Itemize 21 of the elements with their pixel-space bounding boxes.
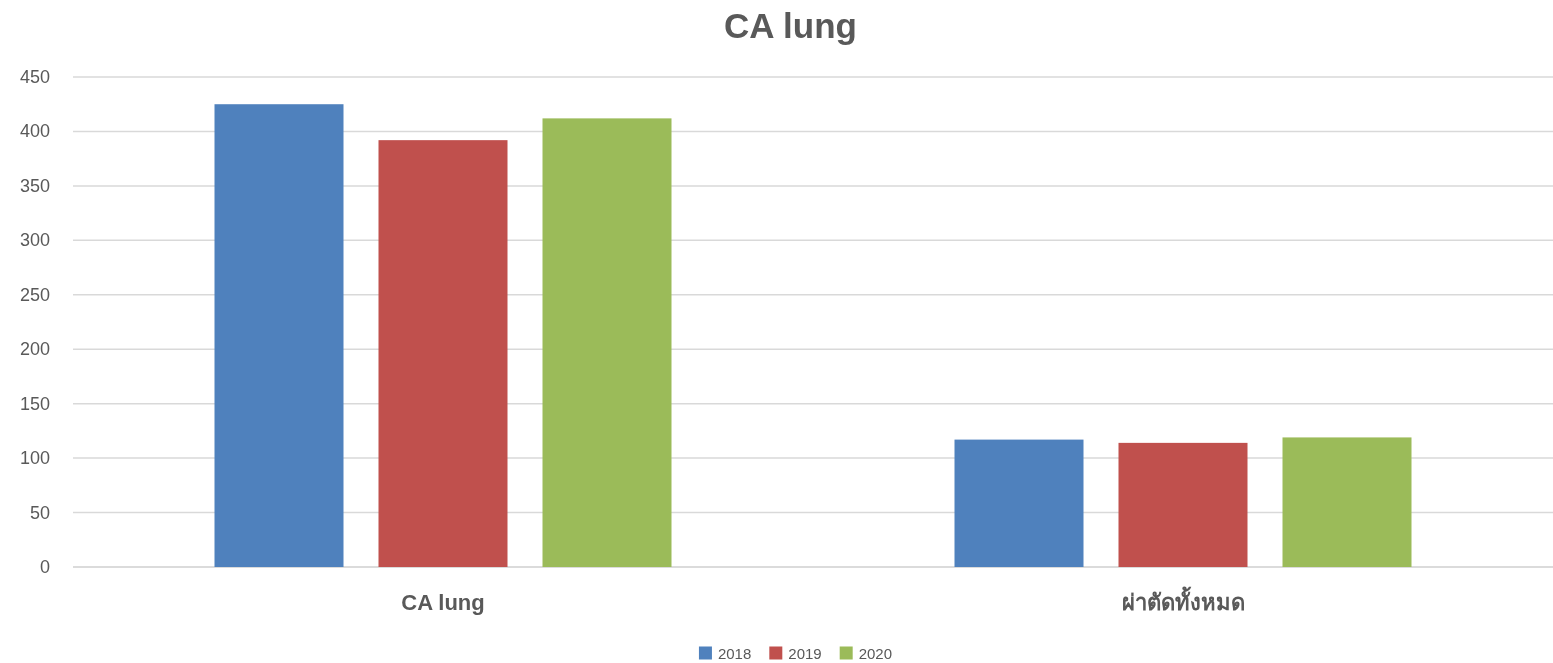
bar (1118, 442, 1248, 567)
chart-title: CA lung (724, 6, 857, 45)
bar (214, 104, 344, 567)
y-tick-label: 400 (19, 121, 50, 142)
legend-label: 2020 (858, 644, 893, 662)
bar (954, 439, 1084, 567)
y-tick-label: 450 (19, 67, 50, 87)
legend-label: 2018 (717, 644, 752, 662)
y-tick-label: 200 (19, 339, 50, 360)
y-tick-label: 250 (19, 284, 50, 305)
bar (542, 118, 672, 567)
y-tick-label: 50 (29, 502, 50, 523)
bar (1282, 437, 1412, 567)
x-tick-label: ผ่าตัดทั้งหมด (1121, 586, 1245, 615)
y-tick-label: 300 (19, 230, 50, 251)
y-tick-label: 150 (19, 393, 50, 414)
bar (378, 140, 508, 567)
legend-label: 2019 (788, 644, 822, 662)
y-tick-label: 350 (19, 175, 50, 196)
y-tick-label: 100 (19, 448, 50, 469)
y-tick-label: 0 (39, 557, 50, 577)
